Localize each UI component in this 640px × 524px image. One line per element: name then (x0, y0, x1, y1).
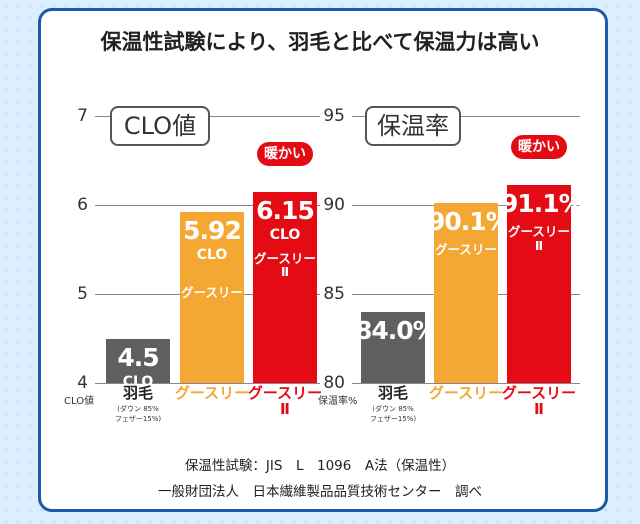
panel-label: CLO値 (110, 106, 210, 146)
grid-line (95, 383, 320, 384)
value-label: 84.0% (355, 315, 438, 345)
bar-name: グースリー (181, 285, 243, 301)
y-tick-label: 6 (77, 195, 88, 215)
x-tick-label: グースリー Ⅱ (501, 384, 577, 418)
footer-line: 一般財団法人 日本繊維製品品質技術センター 調べ (158, 484, 482, 500)
bar-name: グースリー Ⅱ (254, 250, 316, 279)
value-label: 5.92 (183, 216, 242, 246)
value-unit: CLO (269, 226, 301, 243)
bar (434, 203, 498, 383)
bar (253, 191, 317, 383)
footer-line: 保温性試験：JIS L 1096 A法（保温性） (184, 458, 456, 474)
x-tick-label: グースリー Ⅱ (247, 384, 323, 418)
axis-label: 保温率% (318, 396, 358, 407)
y-tick-label: 4 (77, 373, 88, 393)
grid-line (352, 383, 580, 384)
y-tick-label: 90 (323, 195, 345, 215)
bar (180, 212, 244, 383)
value-label: 6.15 (256, 195, 315, 225)
badge: 暖かい (511, 135, 567, 160)
y-tick-label: 85 (323, 284, 345, 304)
category-note: (ダウン 85% フェザー15%) (369, 405, 417, 423)
grid-line (352, 116, 580, 117)
x-tick-label: 羽毛 (377, 384, 408, 402)
bar (361, 311, 425, 383)
bar-name: グースリー (435, 242, 497, 258)
bar-name: グースリー Ⅱ (508, 224, 570, 253)
x-tick-label: グースリー (174, 384, 250, 402)
x-tick-label: 羽毛 (122, 384, 153, 402)
value-label: 90.1% (428, 207, 511, 237)
axis-label: CLO値 (64, 396, 95, 407)
y-tick-label: 95 (323, 106, 345, 126)
bar (106, 338, 170, 383)
grid-line (95, 205, 320, 206)
value-unit: CLO (196, 247, 228, 264)
panel-label: 保温率 (365, 106, 461, 146)
category-note: (ダウン 85% フェザー15%) (114, 405, 162, 423)
title: 保温性試験により、羽毛と比べて保温力は高い (100, 30, 540, 54)
y-tick-label: 5 (77, 284, 88, 304)
y-tick-label: 7 (77, 106, 88, 126)
value-label: 4.5 (117, 342, 159, 372)
badge: 暖かい (257, 141, 313, 166)
value-label: 91.1% (501, 189, 584, 219)
x-tick-label: グースリー (428, 384, 504, 402)
y-tick-label: 80 (323, 373, 345, 393)
value-unit: CLO (122, 373, 154, 390)
bar (507, 185, 571, 383)
